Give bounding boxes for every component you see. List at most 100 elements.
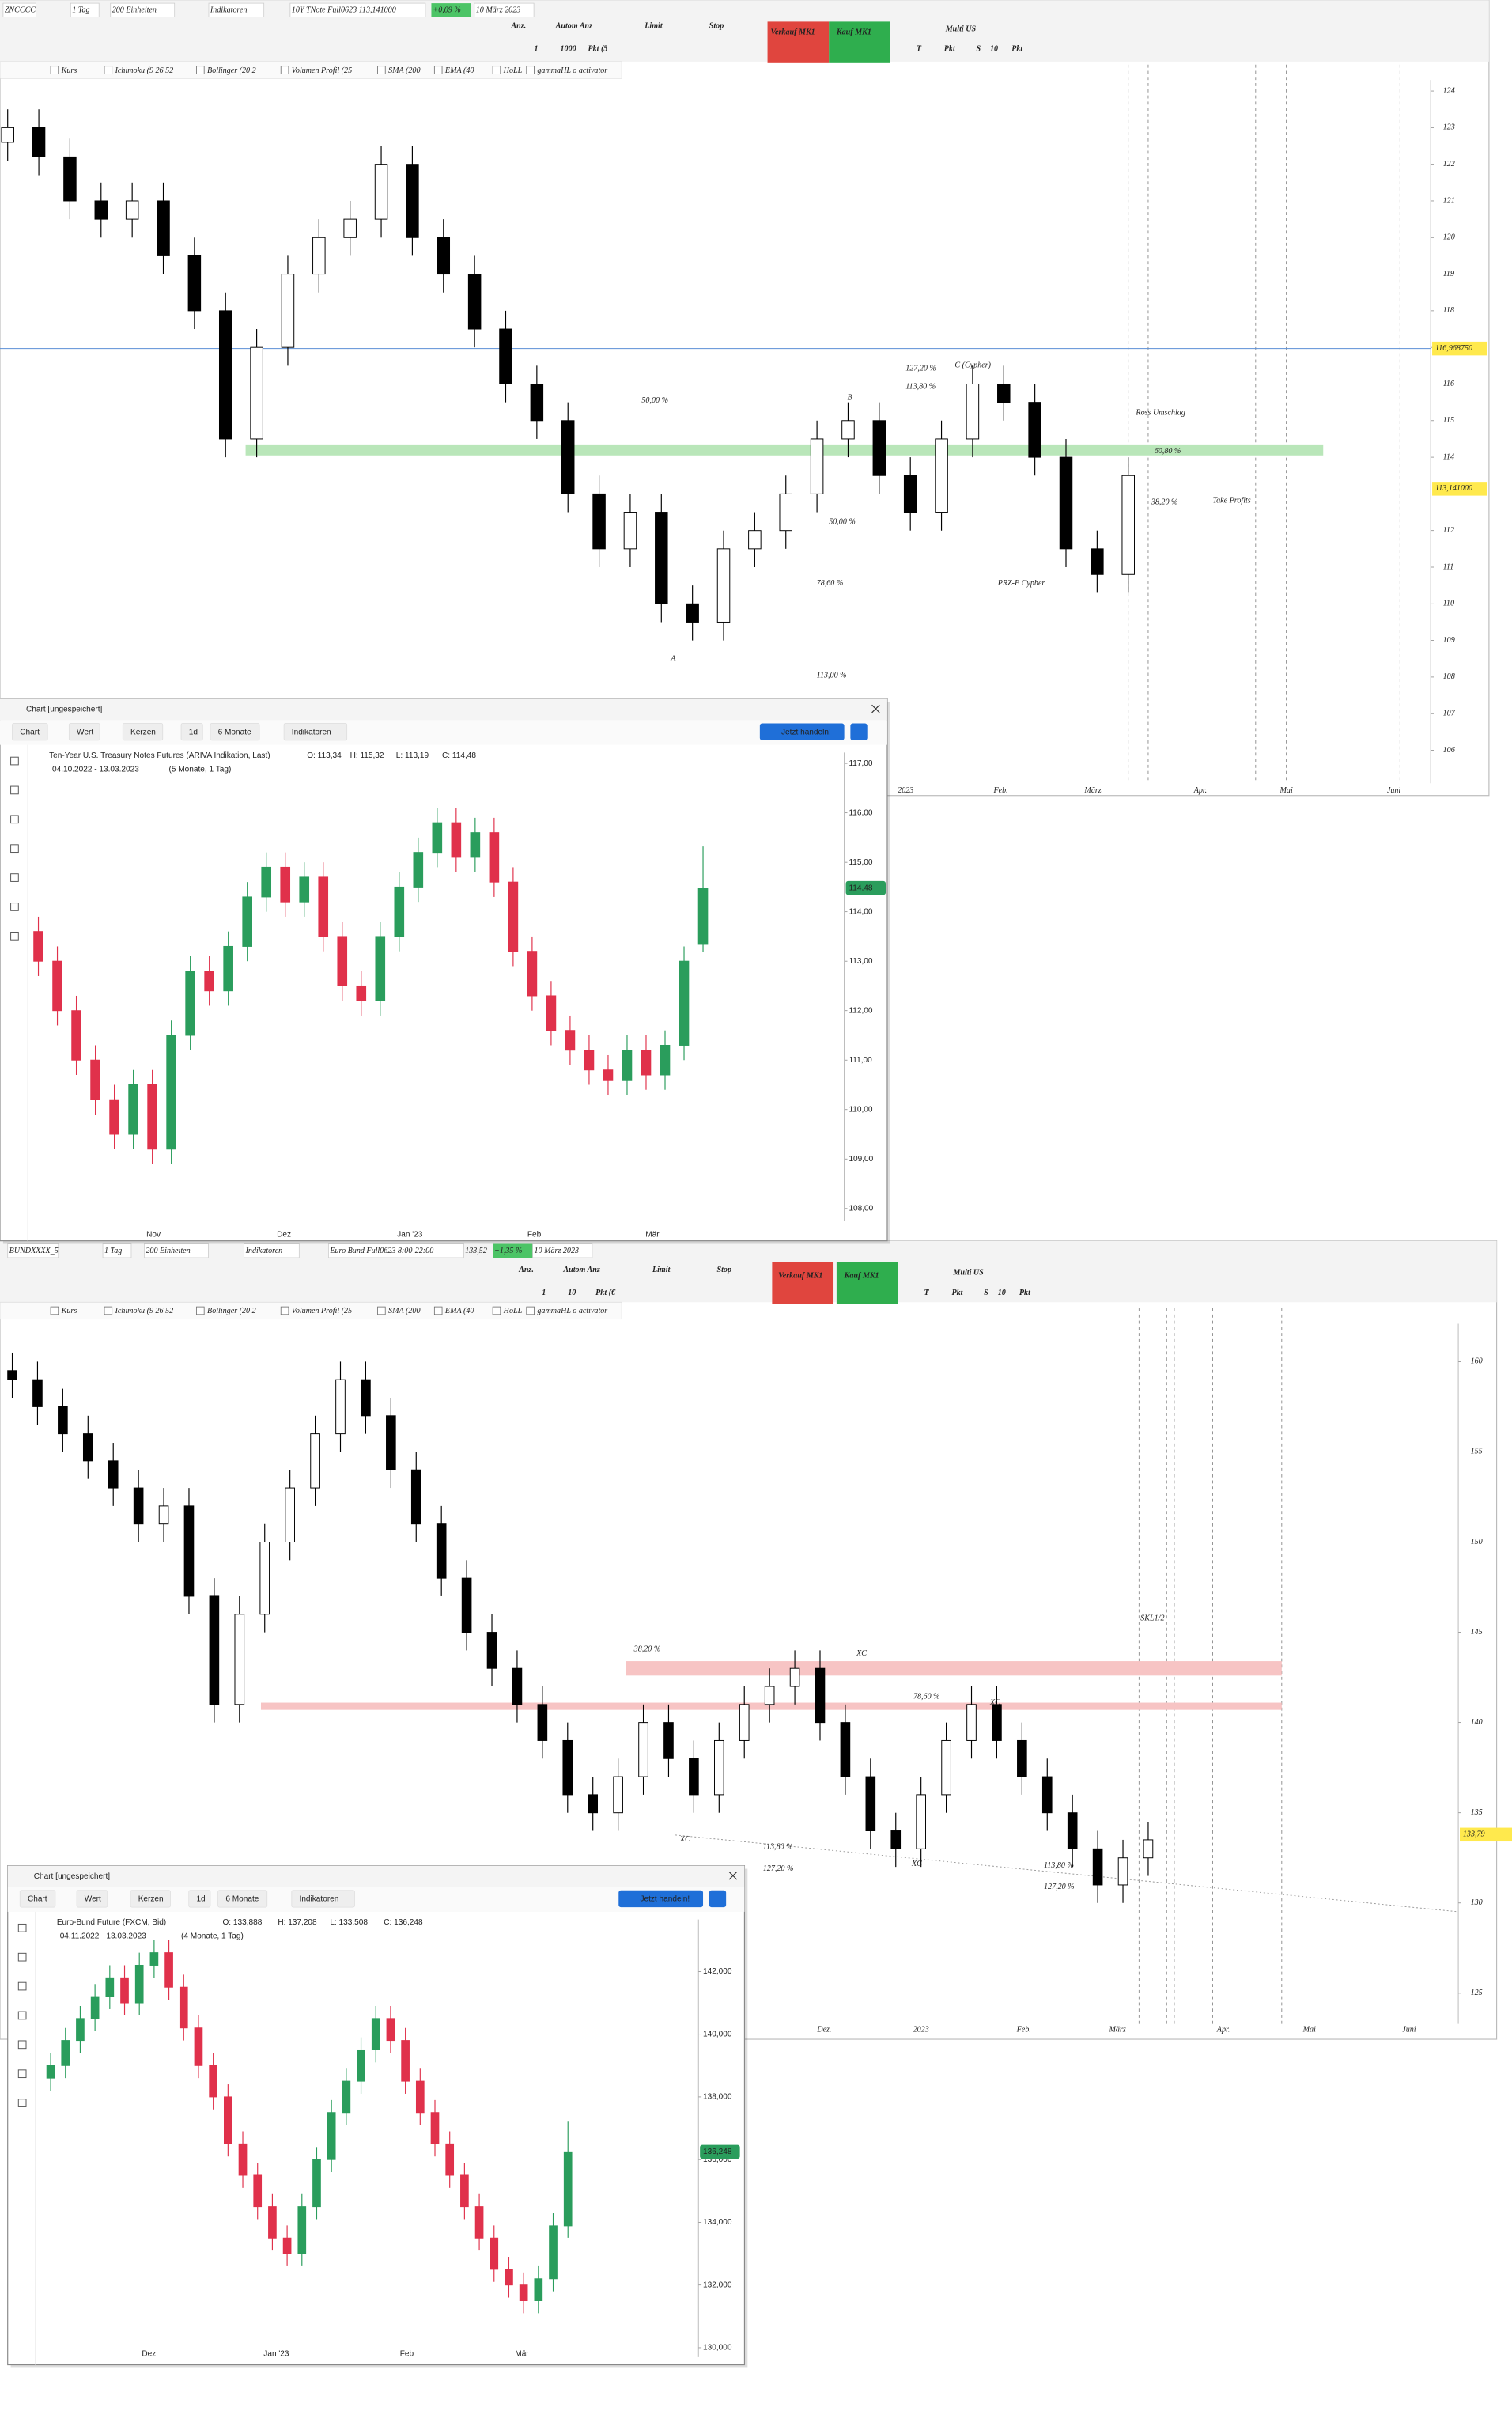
order-field[interactable]: Stop	[717, 1266, 731, 1274]
tool-icon[interactable]	[17, 2099, 27, 2107]
order-field[interactable]: Stop	[709, 22, 724, 31]
indicator-item[interactable]: gammaHL o activator	[537, 1307, 607, 1315]
toolbar-button[interactable]	[68, 723, 100, 741]
toolbar-field[interactable]	[70, 2, 100, 17]
toolbar-button-label[interactable]: Kerzen	[138, 1895, 164, 1904]
indicator-item[interactable]: Volumen Profil (25	[292, 66, 352, 75]
order-field[interactable]: Pkt	[1011, 45, 1023, 54]
trade-button[interactable]	[759, 723, 845, 740]
toolbar-field[interactable]	[110, 2, 176, 17]
indicator-item[interactable]: Ichimoku (9 26 52	[115, 66, 174, 75]
order-field[interactable]: Multi US	[945, 25, 977, 33]
indicator-item[interactable]: gammaHL o activator	[537, 66, 607, 75]
toolbar-button[interactable]	[283, 723, 348, 741]
trade-button[interactable]	[618, 1890, 704, 1908]
indicator-item[interactable]: Kurs	[61, 66, 77, 75]
order-field[interactable]: Pkt (€	[595, 1289, 616, 1297]
order-field[interactable]: Pkt	[944, 45, 956, 54]
order-field[interactable]: Anz.	[518, 1266, 534, 1274]
toolbar-item[interactable]: BUNDXXXX_5	[9, 1247, 59, 1255]
order-field[interactable]: 1000	[561, 45, 576, 54]
checkbox[interactable]	[280, 1306, 289, 1315]
toolbar-field[interactable]	[532, 1243, 593, 1258]
toolbar-button[interactable]	[180, 723, 203, 741]
checkbox[interactable]	[433, 1306, 443, 1315]
order-field[interactable]: 1	[535, 45, 539, 54]
checkbox[interactable]	[433, 66, 443, 74]
tool-icon[interactable]	[17, 2069, 27, 2079]
nav-button[interactable]	[709, 1890, 727, 1908]
toolbar-button[interactable]	[291, 1890, 355, 1908]
indicator-item[interactable]: Kurs	[61, 1307, 77, 1315]
toolbar-button[interactable]	[210, 723, 260, 741]
order-field[interactable]: Limit	[652, 1266, 671, 1274]
toolbar-item[interactable]: 200 Einheiten	[146, 1247, 190, 1255]
checkbox[interactable]	[492, 66, 501, 74]
toolbar-item[interactable]: Indikatoren	[245, 1247, 283, 1255]
checkbox[interactable]	[104, 66, 113, 74]
order-field[interactable]: Autom Anz	[555, 22, 592, 31]
order-field[interactable]: 10	[998, 1289, 1006, 1297]
tool-icon[interactable]	[10, 931, 19, 941]
toolbar-field[interactable]	[328, 1243, 464, 1258]
indicator-item[interactable]: HoLL	[503, 66, 523, 75]
checkbox[interactable]	[492, 1306, 501, 1315]
toolbar-button[interactable]	[122, 723, 164, 741]
order-field[interactable]: S	[977, 45, 981, 54]
toolbar-button[interactable]	[188, 1890, 211, 1908]
toolbar-item[interactable]: Indikatoren	[210, 6, 248, 15]
tool-icon[interactable]	[17, 2011, 27, 2020]
tool-icon[interactable]	[17, 1952, 27, 1962]
trade-button-label[interactable]: Jetzt handeln!	[781, 728, 831, 736]
toolbar-item[interactable]: ZNCCCC	[5, 6, 36, 15]
sell-button[interactable]	[772, 1262, 834, 1304]
order-field[interactable]: T	[917, 45, 922, 54]
indicator-item[interactable]: Ichimoku (9 26 52	[115, 1307, 174, 1315]
toolbar-button-label[interactable]: Indikatoren	[292, 728, 331, 736]
toolbar-button-label[interactable]: Indikatoren	[300, 1895, 339, 1904]
tool-icon[interactable]	[10, 844, 19, 854]
indicator-item[interactable]: Volumen Profil (25	[292, 1307, 352, 1315]
order-field[interactable]: Pkt (5	[588, 45, 607, 54]
toolbar-field[interactable]	[2, 2, 36, 17]
indicator-item[interactable]: EMA (40	[444, 1307, 474, 1315]
buy-button[interactable]	[836, 1262, 898, 1304]
order-field[interactable]: Verkauf MK1	[778, 1272, 822, 1281]
toolbar-field[interactable]	[7, 1243, 59, 1258]
order-field[interactable]: Verkauf MK1	[770, 28, 815, 36]
order-field[interactable]: Multi US	[952, 1269, 984, 1277]
order-field[interactable]: Kauf MK1	[844, 1272, 879, 1281]
order-field[interactable]: Pkt	[1019, 1289, 1031, 1297]
tool-icon[interactable]	[10, 756, 19, 766]
tool-icon[interactable]	[10, 785, 19, 795]
tool-icon[interactable]	[10, 903, 19, 911]
order-field[interactable]: Limit	[644, 22, 663, 31]
order-field[interactable]: S	[984, 1289, 988, 1297]
indicator-item[interactable]: EMA (40	[444, 66, 474, 75]
toolbar-button-label[interactable]: 1d	[196, 1895, 205, 1904]
toolbar-field[interactable]	[102, 1243, 132, 1258]
toolbar-button[interactable]	[12, 723, 48, 741]
order-field[interactable]: 10	[990, 45, 998, 54]
toolbar-item[interactable]: 1 Tag	[72, 6, 89, 15]
toolbar-button-label[interactable]: Kerzen	[130, 728, 156, 736]
order-field[interactable]: Anz.	[510, 22, 526, 31]
tool-icon[interactable]	[17, 1981, 27, 1991]
checkbox[interactable]	[50, 1306, 59, 1315]
toolbar-button-label[interactable]: Wert	[85, 1895, 101, 1904]
toolbar-button[interactable]	[217, 1890, 268, 1908]
toolbar-field[interactable]	[208, 2, 265, 17]
indicator-item[interactable]: HoLL	[503, 1307, 523, 1315]
buy-button[interactable]	[829, 21, 890, 63]
toolbar-button[interactable]	[76, 1890, 108, 1908]
toolbar-item[interactable]: 200 Einheiten	[112, 6, 157, 15]
toolbar-button-label[interactable]: 6 Monate	[225, 1895, 259, 1904]
indicator-item[interactable]: Bollinger (20 2	[207, 1307, 256, 1315]
toolbar-button-label[interactable]: Chart	[28, 1895, 47, 1904]
toolbar-item[interactable]: 1 Tag	[104, 1247, 122, 1255]
trade-button-label[interactable]: Jetzt handeln!	[640, 1895, 690, 1904]
checkbox[interactable]	[196, 1306, 205, 1315]
toolbar-field[interactable]	[474, 2, 535, 17]
checkbox[interactable]	[196, 66, 205, 74]
order-field[interactable]: Kauf MK1	[836, 28, 871, 36]
